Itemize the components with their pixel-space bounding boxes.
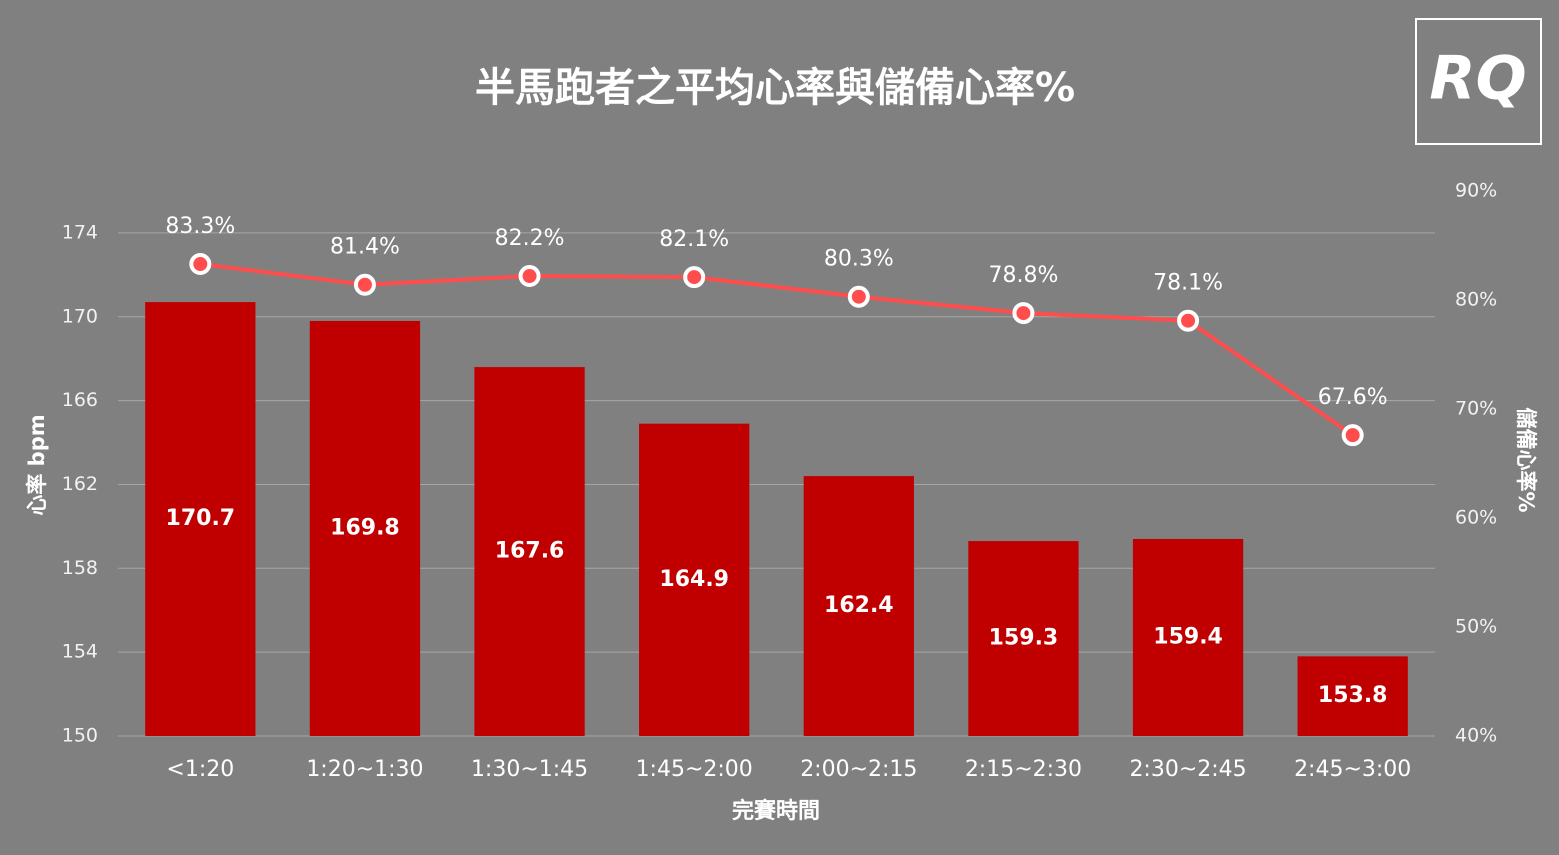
bar-value-label: 169.8 xyxy=(330,515,400,540)
x-tick-label: 1:30~1:45 xyxy=(471,757,588,782)
line-value-label: 83.3% xyxy=(165,214,235,239)
x-tick-label: 2:15~2:30 xyxy=(965,757,1082,782)
line-value-label: 82.1% xyxy=(659,227,729,252)
bar xyxy=(1297,656,1408,736)
y-tick-label: 174 xyxy=(62,221,98,243)
y-axis-title: 心率 bpm xyxy=(25,414,49,515)
y-tick-label: 162 xyxy=(62,473,98,495)
bar-value-label: 159.4 xyxy=(1153,624,1223,649)
line-point xyxy=(189,253,212,276)
bar-value-label: 162.4 xyxy=(824,593,894,618)
bar-value-label: 167.6 xyxy=(495,539,565,564)
bar xyxy=(968,541,1079,736)
chart-title: 半馬跑者之平均心率與儲備心率% xyxy=(475,65,1075,111)
x-tick-label: 2:45~3:00 xyxy=(1294,757,1411,782)
y2-axis-title: 儲備心率% xyxy=(1514,407,1538,512)
line-value-label: 78.8% xyxy=(988,263,1058,288)
line-point xyxy=(847,285,870,308)
line-value-label: 82.2% xyxy=(495,226,565,251)
line-point xyxy=(353,273,376,296)
y2-tick-label: 70% xyxy=(1455,398,1497,420)
logo-box xyxy=(1415,18,1542,145)
bar-value-label: 170.7 xyxy=(166,506,236,531)
y2-tick-label: 90% xyxy=(1455,180,1497,202)
y2-tick-label: 50% xyxy=(1455,616,1497,638)
bar-value-label: 153.8 xyxy=(1318,683,1388,708)
line xyxy=(200,262,1354,437)
y-tick-label: 154 xyxy=(62,641,98,663)
bar xyxy=(474,367,585,736)
bar xyxy=(145,302,256,736)
y2-tick-label: 80% xyxy=(1455,289,1497,311)
line-point xyxy=(1012,302,1035,325)
logo: RQ xyxy=(1429,44,1526,114)
y2-tick-label: 60% xyxy=(1455,507,1497,529)
y-tick-label: 150 xyxy=(62,725,98,747)
bar-value-label: 164.9 xyxy=(659,567,729,592)
bar xyxy=(639,423,750,736)
line-value-label: 81.4% xyxy=(330,235,400,260)
y-tick-label: 166 xyxy=(62,389,98,411)
line-value-label: 78.1% xyxy=(1153,271,1223,296)
y2-tick-label: 40% xyxy=(1455,725,1497,747)
x-axis-title: 完賽時間 xyxy=(732,798,820,824)
x-tick-label: 2:30~2:45 xyxy=(1129,757,1246,782)
line-point xyxy=(1341,424,1364,447)
bar-value-label: 159.3 xyxy=(989,626,1059,651)
line-value-label: 67.6% xyxy=(1318,385,1388,410)
line-point xyxy=(1177,309,1200,332)
x-tick-label: <1:20 xyxy=(166,757,234,782)
x-tick-label: 1:20~1:30 xyxy=(306,757,423,782)
line-point xyxy=(683,266,706,289)
bar xyxy=(803,476,914,736)
y-tick-label: 170 xyxy=(62,305,98,327)
x-tick-label: 1:45~2:00 xyxy=(636,757,753,782)
bar xyxy=(1132,538,1244,736)
line-value-label: 80.3% xyxy=(824,247,894,272)
bar xyxy=(309,320,421,736)
line-point xyxy=(518,265,541,288)
y-tick-label: 158 xyxy=(62,557,98,579)
x-tick-label: 2:00~2:15 xyxy=(800,757,917,782)
